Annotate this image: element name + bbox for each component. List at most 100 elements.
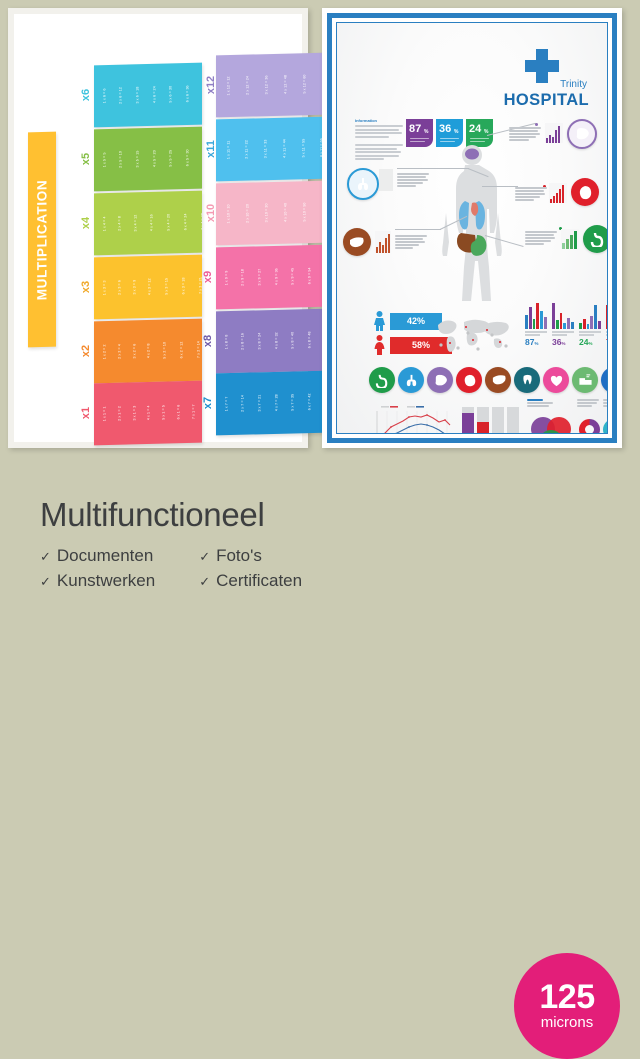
multiplication-row: 5 x 6 = 30 <box>170 86 174 103</box>
male-icon <box>373 311 386 331</box>
bar-group-bars <box>606 301 608 329</box>
multiplication-row: 5 x 10 = 50 <box>304 203 308 222</box>
percent-tile-suffix: % <box>424 129 428 135</box>
line-chart <box>367 405 455 434</box>
multiplication-row: 3 x 2 = 6 <box>133 344 137 359</box>
multiplication-row: 1 x 3 = 3 <box>104 281 108 296</box>
column-bar <box>462 413 474 434</box>
bar-group-bars <box>552 301 574 329</box>
line-chart-svg <box>367 405 455 434</box>
brain-icon <box>427 367 453 393</box>
apple-glyph <box>607 373 609 388</box>
product-description-bar: Multifunctioneel ✓Documenten✓Kunstwerken… <box>0 462 640 640</box>
multiplication-table-label: x4 <box>80 217 92 229</box>
multiplication-row: 2 x 2 = 4 <box>118 344 122 359</box>
thickness-badge: 125 microns <box>514 953 620 1059</box>
multiplication-row: 1 x 4 = 4 <box>104 217 108 232</box>
check-icon: ✓ <box>199 574 210 590</box>
poster-inner-canvas: Trinity HOSPITAL Information 87 <box>336 22 608 434</box>
percent-tile-value: 87 <box>409 123 421 135</box>
callout-line-liver <box>395 229 441 230</box>
callout-text-liver <box>395 235 427 250</box>
multiplication-row: 6 x 7 = 42 <box>309 394 313 411</box>
multiplication-row: 3 x 9 = 27 <box>258 269 262 286</box>
donut-caption-1 <box>577 399 599 408</box>
multiplication-row: 4 x 12 = 48 <box>285 75 289 94</box>
mini-doc-lungs <box>379 169 393 191</box>
multiplication-row: 6 x 9 = 54 <box>309 268 313 285</box>
multiplication-row: 5 x 8 = 40 <box>292 332 296 349</box>
feature-item: ✓Kunstwerken <box>40 571 155 591</box>
stomach-icon <box>583 225 608 253</box>
multiplication-row: 7 x 1 = 7 <box>192 404 196 419</box>
brain-icon <box>567 119 597 149</box>
multiplication-row: 4 x 11 = 44 <box>283 139 287 158</box>
multiplication-row: 1 x 5 = 5 <box>104 153 108 168</box>
column-track <box>507 407 519 434</box>
donut-caption-2 <box>603 399 608 408</box>
multiplication-row: 6 x 6 = 36 <box>187 86 191 103</box>
multiplication-row: 1 x 10 = 10 <box>228 205 232 224</box>
percent-tile-value: 36 <box>439 123 451 135</box>
thickness-value: 125 <box>539 981 594 1013</box>
callout-text-stomach <box>525 231 557 246</box>
multiplication-row: 3 x 10 = 30 <box>266 204 270 223</box>
multiplication-row: 5 x 1 = 5 <box>163 405 167 420</box>
feature-item: ✓Certificaten <box>199 571 302 591</box>
multiplication-row: 6 x 4 = 24 <box>185 214 189 231</box>
bar-group-value: 36% <box>552 337 574 347</box>
percent-tile-value: 24 <box>469 123 481 135</box>
multiplication-row: 1 x 12 = 12 <box>228 77 232 96</box>
feature-label: Documenten <box>57 546 153 566</box>
apple-icon <box>601 367 608 393</box>
multiplication-row: 4 x 1 = 4 <box>148 406 152 421</box>
column-bar <box>477 422 489 434</box>
information-block: Information <box>355 118 403 162</box>
stomach-glyph <box>590 232 604 247</box>
bar-group-87: 87% <box>525 301 547 347</box>
multiplication-row: 5 x 7 = 35 <box>292 394 296 411</box>
stomach-glyph <box>375 373 390 388</box>
multiplication-row: 5 x 2 = 10 <box>164 342 168 359</box>
multiplication-row: 1 x 2 = 2 <box>104 345 108 360</box>
world-map <box>432 313 512 355</box>
bar-group-74: 74% <box>606 301 608 347</box>
bar-group-value: 74% <box>606 337 608 347</box>
tooth-icon <box>514 367 540 393</box>
kidney-glyph <box>578 185 593 200</box>
check-icon: ✓ <box>40 549 51 565</box>
multiplication-row: 5 x 3 = 15 <box>166 278 170 295</box>
multiplication-row: 3 x 11 = 33 <box>265 140 269 159</box>
multiplication-table-label: x2 <box>80 345 92 357</box>
multiplication-table-label: x7 <box>202 397 214 409</box>
bottom-charts-row <box>367 401 607 434</box>
multiplication-banner: MULTIPLICATION <box>28 132 56 348</box>
callout-text-brain <box>509 127 541 142</box>
multiplication-row: 2 x 9 = 18 <box>241 269 245 286</box>
multiplication-row: 1 x 8 = 8 <box>226 335 230 350</box>
bar-group-value: 24% <box>579 337 601 347</box>
mini-bar-chart-liver <box>375 231 391 253</box>
multiplication-row: 3 x 6 = 18 <box>136 87 140 104</box>
multiplication-table-label: x5 <box>80 153 92 165</box>
hospital-name: HOSPITAL <box>504 91 589 110</box>
brain-glyph <box>574 127 590 141</box>
multiplication-row: 1 x 7 = 7 <box>226 397 230 412</box>
multiplication-row: 2 x 4 = 8 <box>118 216 122 231</box>
liver-glyph <box>491 373 506 388</box>
multiplication-row: 3 x 4 = 12 <box>134 215 138 232</box>
multiplication-row: 5 x 4 = 20 <box>168 214 172 231</box>
bar-group-bars <box>579 301 601 329</box>
multiplication-row: 4 x 10 = 40 <box>285 203 289 222</box>
heart-icon <box>543 367 569 393</box>
thickness-unit: microns <box>541 1014 594 1031</box>
liver-icon <box>485 367 511 393</box>
